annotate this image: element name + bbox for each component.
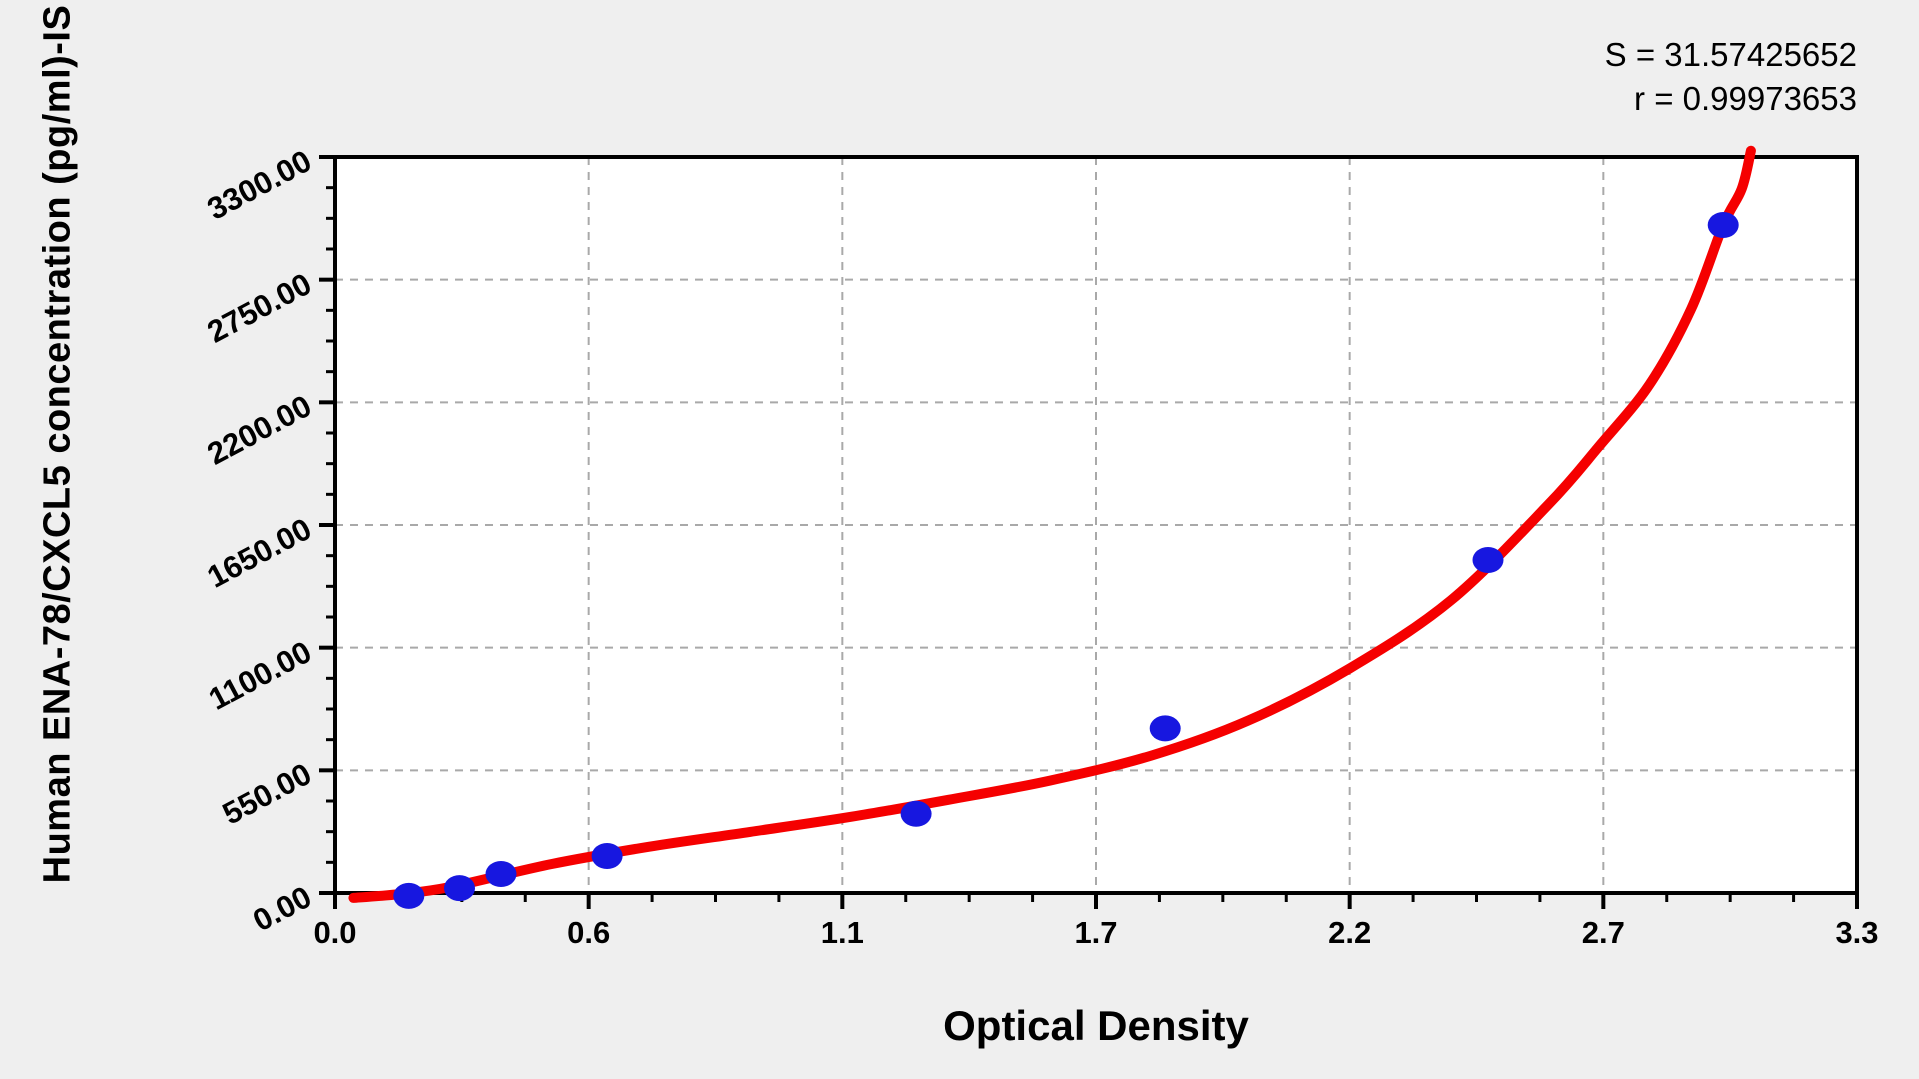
y-axis-title: Human ENA-78/CXCL5 concentration (pg/ml)… (36, 4, 79, 884)
fit-r-value: r = 0.99973653 (1634, 80, 1857, 117)
plot-border (333, 155, 1859, 895)
data-point (1149, 715, 1181, 742)
x-axis-title: Optical Density (943, 1002, 1249, 1049)
fit-s-value: S = 31.57425652 (1604, 36, 1857, 73)
x-tick-label: 0.0 (313, 915, 357, 950)
x-tick-label: 0.6 (567, 915, 611, 950)
gridlines (335, 157, 1857, 893)
x-tick-label: 2.2 (1328, 915, 1372, 950)
data-points (393, 212, 1739, 909)
x-tick-label: 3.3 (1835, 915, 1879, 950)
data-point (444, 875, 475, 902)
data-point (591, 843, 623, 869)
x-tick-label: 1.1 (820, 915, 864, 950)
x-tick-label: 2.7 (1581, 915, 1625, 950)
data-point (1472, 547, 1504, 573)
x-tick-label: 1.7 (1074, 915, 1118, 950)
data-point (1707, 212, 1739, 238)
data-point (900, 800, 932, 827)
data-point (393, 882, 425, 909)
fit-statistics: S = 31.57425652 r = 0.99973653 (1605, 33, 1857, 121)
data-point (485, 861, 517, 887)
